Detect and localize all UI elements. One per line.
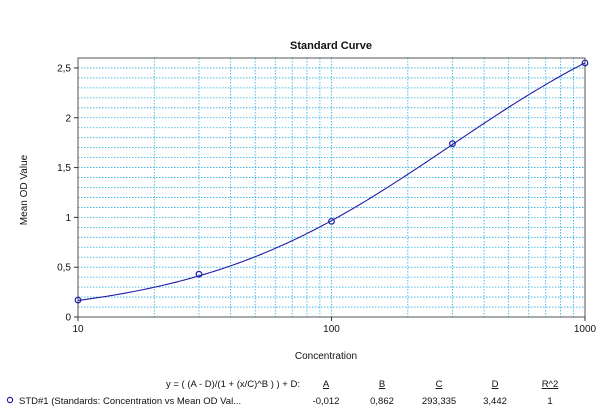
y-tick-label: 2 [65,113,71,124]
y-tick-label: 0 [65,313,71,324]
legend-header-r2: R^2 [542,379,559,390]
data-point [449,140,456,148]
legend-marker [6,396,14,404]
y-tick-label: 0,5 [57,263,71,274]
legend-header-d: D [492,379,499,390]
legend-header-a: A [323,379,330,390]
data-point [581,59,589,67]
data-point [328,217,335,225]
legend-equation: y = ( (A - D)/(1 + (x/C)^B ) ) + D: [166,379,300,390]
x-tick-label: 1000 [574,324,597,335]
data-point [195,270,203,278]
x-tick-label: 100 [323,324,340,335]
y-tick-label: 1 [65,213,71,224]
legend-value: -0,012 [313,396,340,407]
legend-value: 293,335 [422,396,456,407]
data-point [74,296,82,304]
fit-curve-group [77,62,586,302]
data-points [74,59,589,304]
y-tick-label: 2,5 [57,63,71,74]
y-axis-label: Mean OD Value [19,154,30,225]
chart-title: Standard Curve [290,40,372,52]
legend-entry-label: STD#1 (Standards: Concentration vs Mean … [19,396,241,407]
y-tick-label: 1,5 [57,163,71,174]
legend-value: 3,442 [483,396,507,407]
legend-header-c: C [436,379,443,390]
x-axis-label: Concentration [295,351,357,362]
grid [78,58,585,317]
legend-value: 1 [547,396,552,407]
legend-header-b: B [379,379,385,390]
x-tick-label: 10 [72,324,84,335]
legend-parameter-values: -0,012 0,862 293,335 3,442 1 [313,396,553,407]
legend-value: 0,862 [370,396,394,407]
fit-curve [77,62,586,302]
legend-parameter-headers: A B C D R^2 [323,379,558,390]
axis-ticks: 10 100 1000 0 0,5 1 1,5 2 2,5 [57,63,596,335]
